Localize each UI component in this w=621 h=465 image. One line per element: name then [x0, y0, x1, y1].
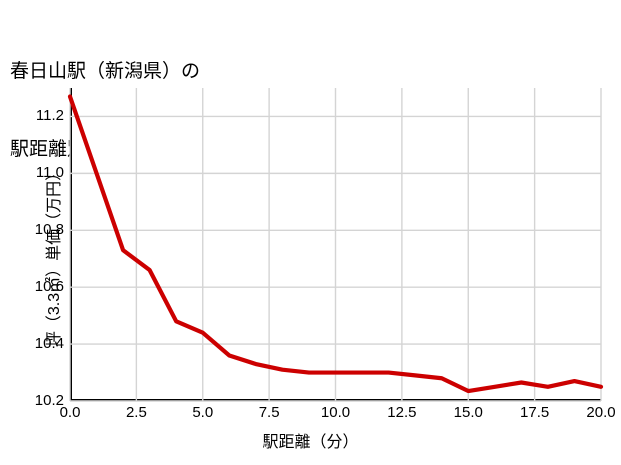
y-axis-tick-label: 10.4 — [34, 335, 64, 353]
plot-area — [70, 88, 601, 401]
x-axis-tick-label: 5.0 — [192, 404, 214, 421]
x-axis-tick-label: 20.0 — [586, 404, 616, 421]
x-axis-tick-label: 12.5 — [387, 404, 417, 421]
x-axis-tick-label: 2.5 — [125, 404, 147, 421]
x-axis-label: 駅距離（分） — [262, 434, 359, 451]
y-axis-tick-labels: 10.2 10.4 10.6 10.8 11.0 11.2 — [0, 0, 64, 465]
x-axis-tick-label: 10.0 — [320, 404, 351, 421]
y-axis-tick-label: 10.6 — [34, 278, 64, 296]
y-axis-label: 坪（3.3㎡）単価（万円） — [46, 164, 63, 348]
x-axis-tick-label: 15.0 — [453, 404, 483, 421]
y-axis-tick-label: 10.8 — [34, 221, 64, 239]
x-axis-tick-label: 7.5 — [258, 404, 280, 421]
y-axis-tick-label: 11.0 — [35, 164, 64, 182]
chart-title-line-1: 春日山駅（新潟県）の — [10, 61, 201, 82]
y-axis-tick-label: 11.2 — [35, 107, 64, 125]
y-axis-tick-label: 10.2 — [34, 392, 64, 409]
x-axis-tick-label: 17.5 — [520, 404, 550, 421]
x-axis-tick-label: 0.0 — [59, 404, 81, 421]
